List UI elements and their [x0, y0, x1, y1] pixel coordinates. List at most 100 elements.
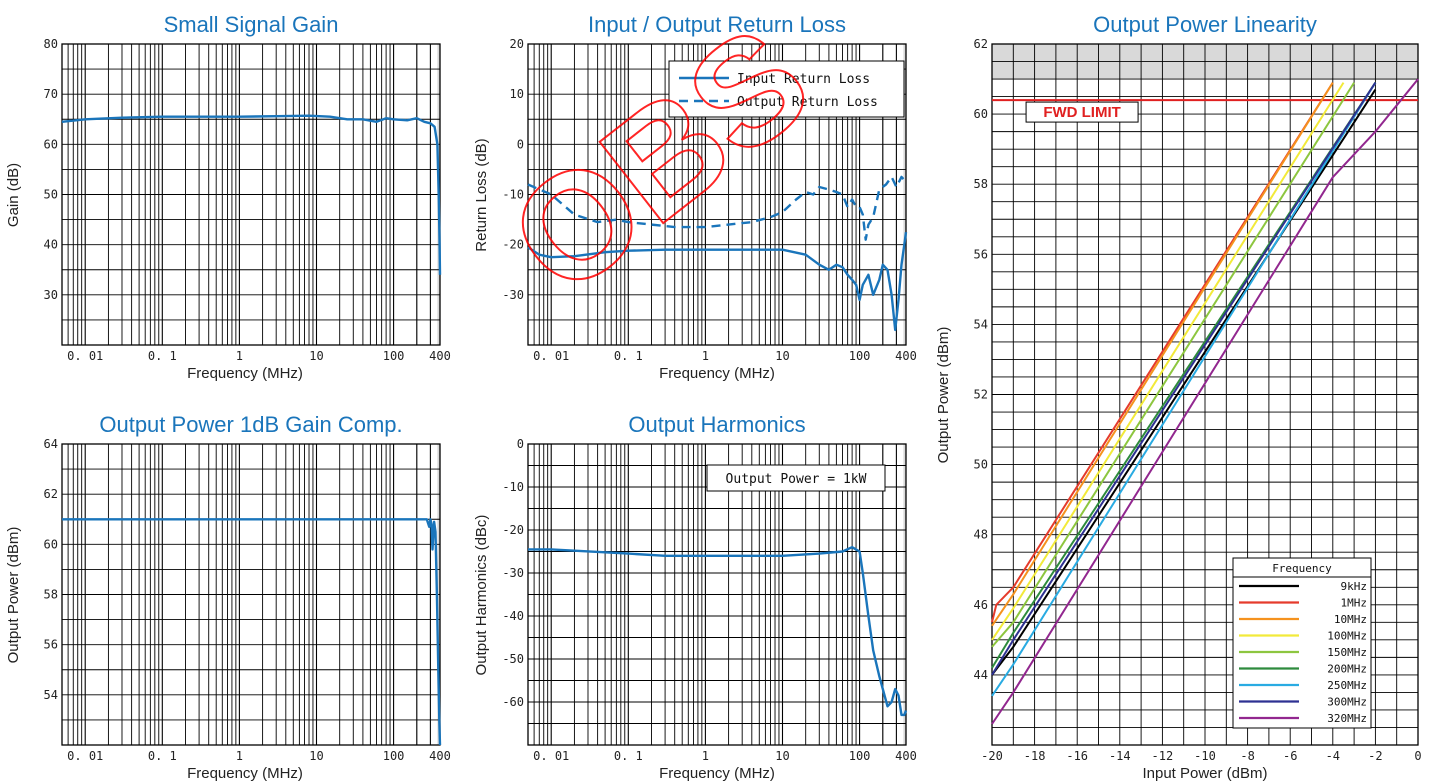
y-tick-label: 60 [44, 137, 58, 151]
x-tick-label: 1 [236, 349, 243, 363]
y-tick-label: 20 [510, 37, 524, 51]
y-tick-label: 50 [974, 458, 988, 472]
x-tick-label: 400 [429, 349, 451, 363]
x-tick-label: 0. 01 [533, 749, 569, 763]
series-line-320mhz [991, 78, 1419, 725]
x-tick-label: 10 [775, 749, 789, 763]
y-tick-label: -20 [502, 523, 524, 537]
series-line-input-return-loss [527, 231, 908, 332]
legend-label: 1MHz [1341, 597, 1368, 610]
x-tick-label: 10 [309, 749, 323, 763]
y-tick-label: 50 [44, 188, 58, 202]
legend-label: 200MHz [1327, 663, 1367, 676]
x-tick-label: -2 [1368, 749, 1382, 763]
chart-title: Output Power Linearity [1093, 12, 1317, 37]
y-tick-label: -30 [502, 566, 524, 580]
legend-label: 300MHz [1327, 696, 1367, 709]
series-line-250mhz [991, 82, 1377, 697]
chart-title: Output Power 1dB Gain Comp. [99, 412, 402, 437]
y-tick-label: 60 [974, 107, 988, 121]
plot-frame [61, 43, 441, 346]
x-tick-label: 100 [849, 749, 871, 763]
y-tick-label: -20 [502, 238, 524, 252]
y-tick-label: 56 [44, 638, 58, 652]
series-line-1 [62, 518, 442, 746]
x-tick-label: 100 [383, 349, 405, 363]
y-axis-label: Return Loss (dB) [473, 138, 490, 251]
y-tick-label: 44 [974, 668, 988, 682]
x-tick-label: 100 [849, 349, 871, 363]
x-axis-label: Frequency (MHz) [187, 365, 303, 382]
annotation-text: Output Power = 1kW [726, 472, 867, 487]
annotation-box [706, 464, 886, 492]
y-tick-label: 60 [44, 537, 58, 551]
plot-frame [61, 443, 441, 746]
y-tick-label: 40 [44, 238, 58, 252]
y-tick-label: -10 [502, 480, 524, 494]
series-line-1 [61, 114, 442, 275]
y-tick-label: 80 [44, 37, 58, 51]
x-tick-label: -18 [1024, 749, 1046, 763]
x-axis-label: Input Power (dBm) [1142, 765, 1267, 782]
y-tick-label: 62 [44, 487, 58, 501]
x-tick-label: -4 [1326, 749, 1340, 763]
x-tick-label: 400 [895, 749, 917, 763]
y-tick-label: 54 [44, 688, 58, 702]
plot-frame [527, 443, 907, 746]
x-tick-label: 0. 01 [533, 349, 569, 363]
x-tick-label: 0. 1 [614, 749, 643, 763]
x-tick-label: 0. 1 [148, 749, 177, 763]
series-line-100mhz [991, 82, 1345, 641]
x-axis-label: Frequency (MHz) [659, 765, 775, 782]
chart-3: 54 56 58 60 62 64 0. 01 0. 1 1 10 100 400 Output Pow… [5, 412, 451, 782]
y-tick-label: 10 [510, 87, 524, 101]
legend-label: 100MHz [1327, 630, 1367, 643]
series-line-300mhz [991, 82, 1377, 676]
x-tick-label: 0. 1 [614, 349, 643, 363]
x-tick-label: -12 [1152, 749, 1174, 763]
y-tick-label: -40 [502, 609, 524, 623]
fwd-limit-label-box [1025, 101, 1139, 123]
legend-label: 150MHz [1327, 646, 1367, 659]
y-axis-label: Gain (dB) [5, 163, 22, 227]
y-tick-label: -10 [502, 188, 524, 202]
y-axis-label: Output Power (dBm) [5, 527, 22, 664]
chart-2: -30 -20 -10 0 10 20 0. 01 0. 1 1 10 100 400 Input / … [473, 12, 917, 382]
x-tick-label: 400 [429, 749, 451, 763]
legend-label: 320MHz [1327, 712, 1367, 725]
x-tick-label: 10 [309, 349, 323, 363]
chart-title: Input / Output Return Loss [588, 12, 846, 37]
y-axis-label: Output Harmonics (dBc) [473, 515, 490, 676]
legend-box [668, 60, 905, 118]
series-line-1mhz [991, 82, 1334, 623]
y-tick-label: -60 [502, 695, 524, 709]
y-tick-label: 58 [974, 177, 988, 191]
plot-frame [527, 43, 907, 346]
y-tick-label: -30 [502, 288, 524, 302]
legend-label: 10MHz [1334, 613, 1367, 626]
x-axis-label: Frequency (MHz) [187, 765, 303, 782]
x-tick-label: 400 [895, 349, 917, 363]
y-tick-label: 64 [44, 437, 58, 451]
x-tick-label: -20 [981, 749, 1003, 763]
series-line-200mhz [991, 82, 1377, 669]
series-line-output-return-loss [527, 175, 907, 241]
x-tick-label: -10 [1194, 749, 1216, 763]
legend-label: 9kHz [1341, 580, 1368, 593]
y-tick-label: 70 [44, 87, 58, 101]
fwd-limit-label: FWD LIMIT [1043, 104, 1120, 121]
y-axis-label: Output Power (dBm) [935, 327, 952, 464]
legend-title: Frequency [1272, 562, 1332, 575]
x-tick-label: -6 [1283, 749, 1297, 763]
y-tick-label: 52 [974, 388, 988, 402]
y-tick-label: 48 [974, 528, 988, 542]
legend-label: Input Return Loss [737, 72, 870, 87]
x-tick-label: 10 [775, 349, 789, 363]
legend-label: 250MHz [1327, 679, 1367, 692]
x-tick-label: 1 [702, 349, 709, 363]
x-tick-label: -14 [1109, 749, 1131, 763]
x-tick-label: -16 [1066, 749, 1088, 763]
x-tick-label: 0 [1414, 749, 1421, 763]
y-tick-label: 54 [974, 317, 988, 331]
y-tick-label: 46 [974, 598, 988, 612]
